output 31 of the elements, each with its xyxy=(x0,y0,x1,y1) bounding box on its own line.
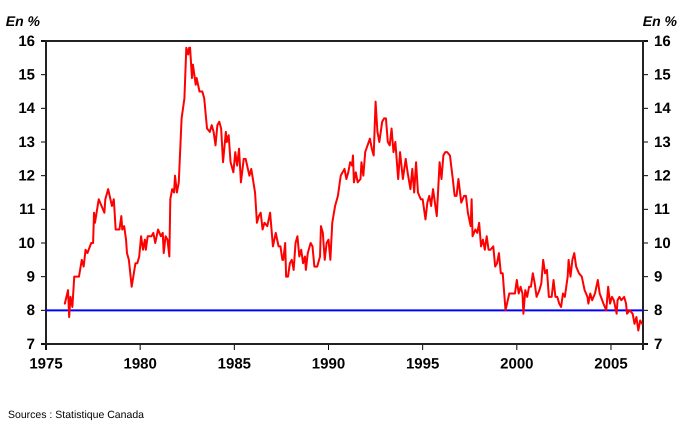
y-tick-label: 8 xyxy=(26,302,35,320)
y-tick-label: 7 xyxy=(26,336,35,353)
y2-tick-label: 15 xyxy=(654,66,671,84)
y-tick-label: 9 xyxy=(26,268,35,286)
y-tick-label: 10 xyxy=(18,234,35,252)
y2-tick-label: 9 xyxy=(654,268,662,286)
y2-tick-label: 14 xyxy=(654,100,672,118)
y2-tick-label: 10 xyxy=(654,234,671,252)
y-tick-label: 13 xyxy=(18,134,35,151)
x-tick-label: 1995 xyxy=(406,356,440,373)
y2-tick-label: 11 xyxy=(654,201,670,218)
x-tick-label: 1980 xyxy=(123,356,157,373)
y2-tick-label: 7 xyxy=(654,336,662,353)
x-tick-label: 1975 xyxy=(29,356,63,373)
y-tick-label: 15 xyxy=(18,66,35,84)
y2-tick-label: 16 xyxy=(654,32,671,50)
x-tick-label: 1985 xyxy=(218,356,252,373)
y2-axis-title: En % xyxy=(642,13,678,29)
y-tick-label: 11 xyxy=(19,201,35,218)
source-note: Sources : Statistique Canada xyxy=(8,409,144,421)
y-tick-label: 16 xyxy=(18,32,35,50)
y2-tick-label: 8 xyxy=(654,302,662,320)
y-tick-label: 14 xyxy=(18,100,36,118)
x-tick-label: 2005 xyxy=(594,356,628,373)
y2-tick-label: 12 xyxy=(654,167,671,184)
line-series xyxy=(64,46,644,332)
y2-tick-label: 13 xyxy=(654,134,671,151)
y-tick-label: 12 xyxy=(18,167,35,184)
x-tick-label: 1990 xyxy=(312,356,346,373)
x-tick-label: 2000 xyxy=(500,356,534,373)
y-axis-title: En % xyxy=(6,13,41,29)
